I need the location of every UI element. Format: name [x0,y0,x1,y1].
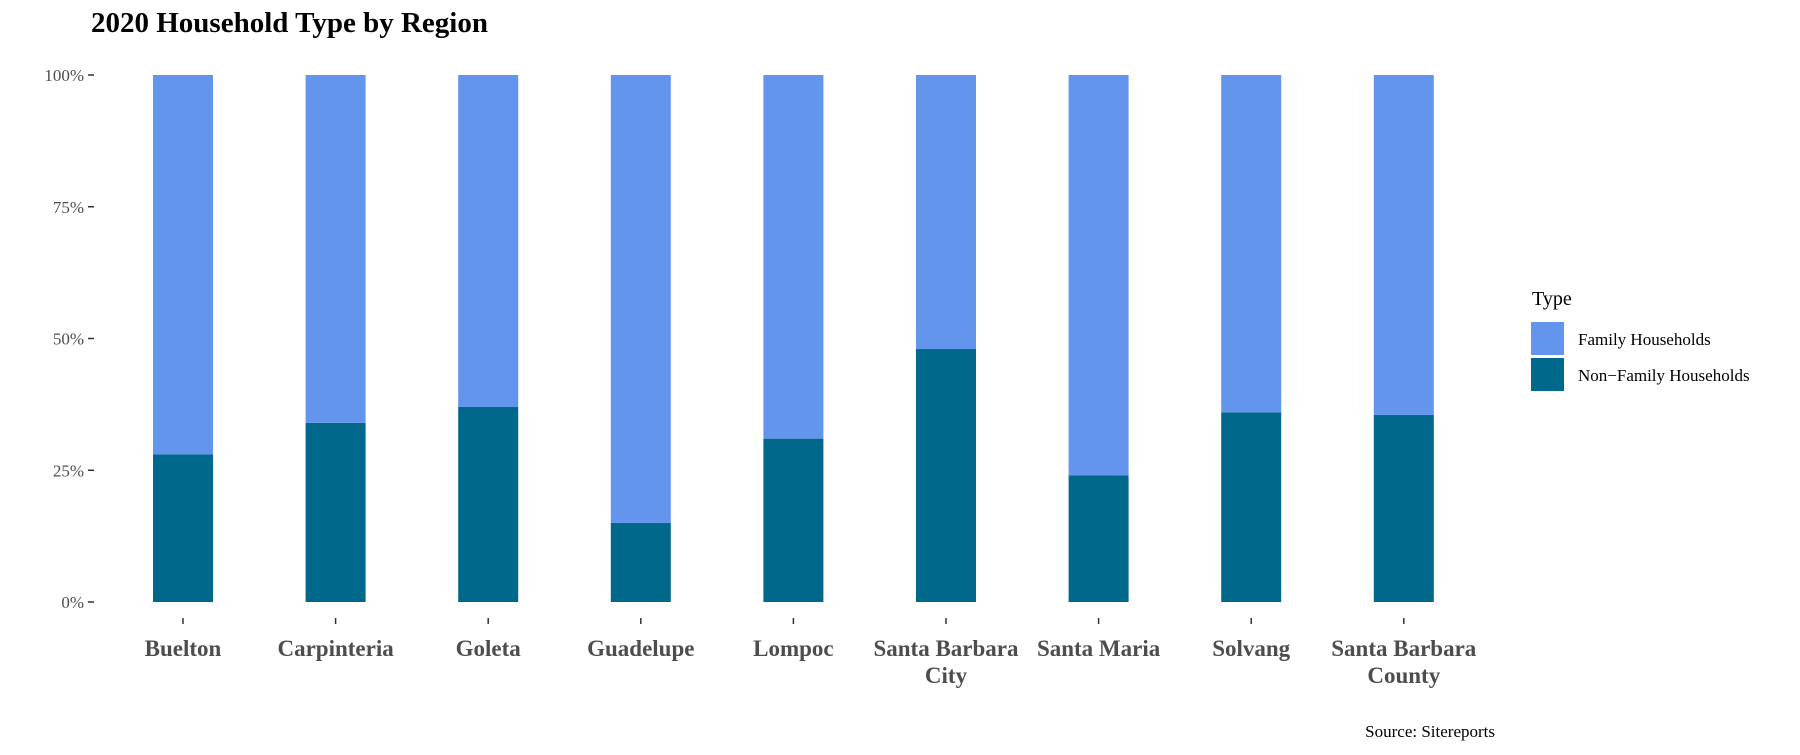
y-tick-label: 50% [53,330,84,349]
bar-segment [1068,75,1129,476]
legend-label: Family Households [1578,330,1711,349]
bar-segment [305,75,366,423]
x-axis: Buelton Carpinteria Goleta Guadelupe Lompoc S… [145,618,1477,688]
legend-key [1531,358,1564,391]
bar-segment [153,75,213,455]
y-tick-label: 25% [53,461,84,480]
x-tick-label: Santa Barbara County [1331,636,1477,688]
legend-label: Non−Family Households [1578,366,1750,385]
bar-segment [153,454,213,602]
y-axis: 0% 25% 50% 75% 100% [44,66,94,612]
bar-segment [1068,475,1129,602]
x-tick-label: Santa Barbara City [873,636,1019,688]
bar-segment [1373,75,1434,415]
bar-segment [1221,412,1282,602]
x-tick-label: Lompoc [753,636,834,661]
bar-segment [1221,75,1282,413]
legend-title: Type [1532,288,1572,310]
y-tick-label: 0% [61,593,84,612]
legend: Type Family Households Non−Family Househo… [1531,288,1750,391]
legend-key [1531,322,1564,355]
x-tick-label: Solvang [1212,636,1290,661]
y-tick-label: 100% [44,66,84,85]
chart-caption: Source: Sitereports [1365,722,1495,741]
y-tick-label: 75% [53,198,84,217]
x-tick-label: Santa Maria [1037,636,1161,661]
bar-segment [610,522,671,602]
bar-segment [305,422,366,602]
bar-segment [916,75,976,350]
x-tick-label: Guadelupe [587,636,694,661]
x-tick-label: Goleta [456,636,522,661]
bars-group [153,75,1434,602]
bar-segment [458,407,519,602]
chart-title: 2020 Household Type by Region [91,7,488,39]
bar-segment [763,438,824,602]
bar-segment [610,75,671,523]
bar-segment [763,75,824,439]
bar-segment [916,349,976,602]
x-tick-label: Carpinteria [277,636,394,661]
bar-segment [458,75,519,408]
x-tick-label: Buelton [145,636,222,661]
bar-segment [1373,414,1434,602]
